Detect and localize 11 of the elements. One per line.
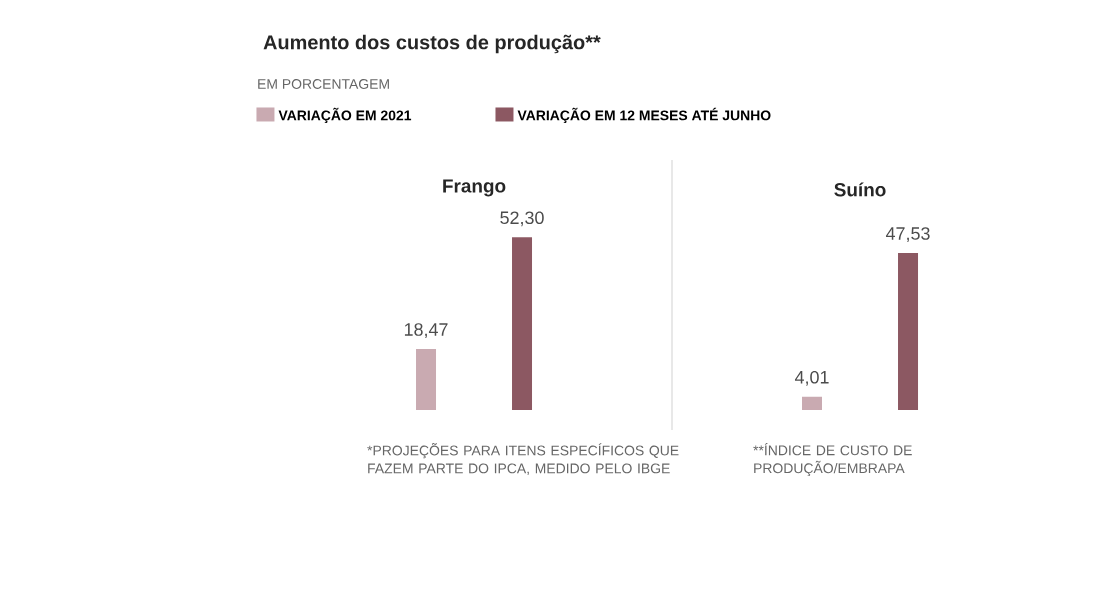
data-label: 4,01 (794, 370, 829, 386)
bar (512, 237, 533, 410)
bar (898, 253, 919, 410)
bar (416, 348, 437, 410)
data-label: 52,30 (500, 211, 544, 227)
x-tick-label: Frango (443, 179, 506, 197)
data-label: 18,47 (404, 323, 448, 338)
x-tick-label: Suíno (834, 182, 886, 197)
bar (802, 396, 823, 410)
data-label: 47,53 (885, 227, 930, 242)
chart-title: Aumento dos custos de produção** (263, 34, 601, 54)
